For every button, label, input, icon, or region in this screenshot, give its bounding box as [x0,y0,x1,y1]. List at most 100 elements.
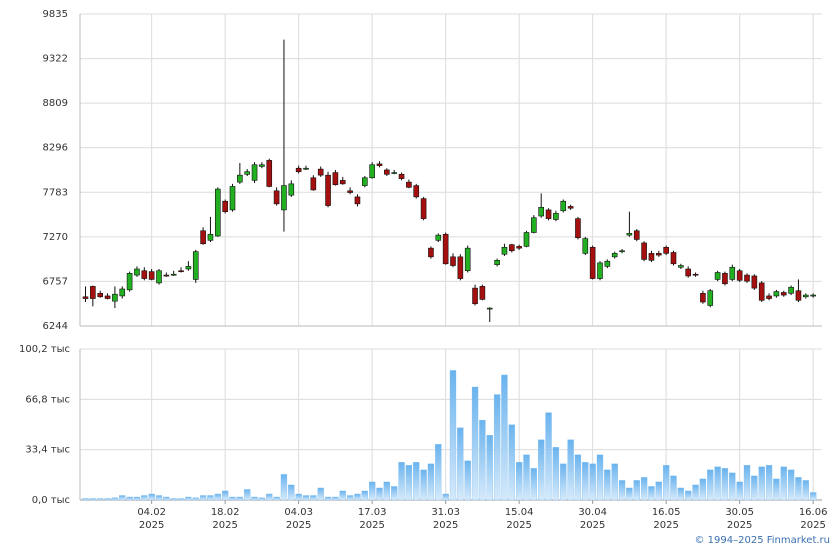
y-tick-label: 0,0 тыс [32,495,70,506]
candle-body [361,177,368,186]
candle-body [178,270,184,273]
candle-body [192,251,199,280]
volume-bar [126,496,133,501]
volume-bar [736,481,743,501]
y-tick-label: 33,4 тыс [25,445,70,456]
volume-bar [376,487,383,501]
y-tick-label: 100,2 тыс [19,344,70,355]
volume-bar [177,498,185,501]
candle-body [156,270,162,284]
candle-body [259,164,265,167]
candle-body [655,253,662,256]
candle-body [207,233,214,241]
candle-body [553,213,559,220]
volume-bar [199,495,207,501]
footer: © 1994–2025 Finmarket.ru [694,535,830,546]
volume-bar [589,463,596,501]
candle-body [472,287,478,305]
candle-body [420,198,427,219]
volume-bar [721,468,729,501]
volume-bar [486,435,493,501]
volume-bar [765,465,773,501]
volume-bar [339,490,346,501]
volume-bar [442,493,449,501]
volume-bar [780,466,787,501]
volume-bar [236,496,244,501]
volume-bar [368,481,376,501]
volume-bar [611,463,618,501]
volume-bar [133,496,141,501]
candle-body [780,292,787,296]
candle-body [82,296,89,299]
volume-bar [266,493,273,501]
volume-bar [273,496,280,501]
x-tick-label: 30.04 2025 [578,507,607,531]
volume-bar [192,497,199,501]
candle-body [516,246,522,249]
volume-bar [552,447,560,501]
volume-bar [626,487,633,501]
volume-bar [207,495,214,501]
volume-bar [464,460,471,501]
volume-bar [435,444,442,501]
candle-body [611,253,618,258]
volume-bar [141,495,148,501]
candle-body [104,295,111,299]
candle-body [501,246,508,255]
candle-body [810,294,816,297]
volume-bar [545,412,552,501]
candle-body [678,265,684,268]
candle-body [222,200,228,212]
candle-body [354,196,361,205]
volume-bar [119,495,126,501]
volume-bar [670,475,677,501]
y-tick-label: 9835 [43,9,68,20]
candle-body [722,273,728,285]
candle-body [479,286,486,300]
candle-body [398,174,405,179]
candle-body [215,188,221,237]
candle-body [545,209,552,219]
x-tick-label: 17.03 2025 [357,507,387,531]
volume-bar [258,497,266,501]
candle-body [788,286,794,294]
volume-bar [449,370,457,501]
volume-bar [729,472,736,501]
volume-bar [810,492,817,501]
volume-bar [310,495,317,501]
candle-body [450,256,456,266]
candle-body [229,186,236,211]
volume-bar [398,462,405,501]
candle-body [744,274,750,282]
candle-body [670,252,677,265]
volume-bar [560,463,567,501]
volume-bar [523,454,530,501]
volume-bar [692,484,699,501]
volume-bar [685,490,692,501]
volume-bar [787,469,795,501]
candle-body [141,270,148,279]
candle-body [604,260,611,267]
y-tick-label: 7783 [43,187,68,198]
candle-body [619,250,625,253]
volume-bar [604,469,611,501]
volume-bar [280,474,288,501]
volume-bar [324,496,332,501]
volume-bar [302,495,310,501]
volume-bar [574,454,582,501]
volume-bar [89,498,96,501]
volume-bar [332,496,339,501]
volume-bar [420,469,427,501]
volume-bar [288,484,295,501]
volume-bar [707,469,714,501]
volume-bar [773,478,780,501]
candle-body [597,262,603,279]
candle-body [288,183,295,196]
x-tick-label: 30.05 2025 [725,507,754,531]
volume-bar [751,475,758,501]
candle-body [369,164,375,179]
candle-body [626,233,633,236]
candle-body [134,268,140,276]
volume-bar [185,496,192,501]
candle-body [802,294,809,298]
